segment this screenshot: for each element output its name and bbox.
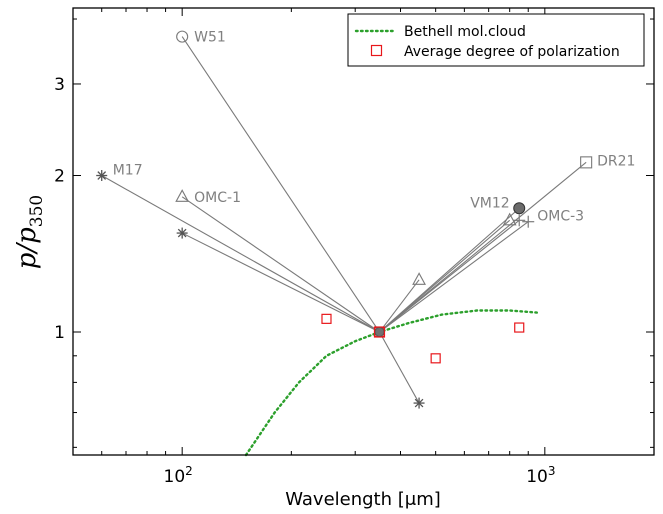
filled-circle-marker <box>513 202 526 215</box>
connection-line-omc-1 <box>379 279 420 333</box>
x-tick-label: 103 <box>526 464 555 487</box>
connection-line-omc-3 <box>379 219 520 333</box>
omc-1-marker-1 <box>412 272 426 285</box>
legend-average-swatch <box>370 44 383 57</box>
bethell-curve-layer <box>244 309 538 457</box>
connection-line-m17 <box>181 232 380 333</box>
m17-marker-0 <box>96 170 108 182</box>
average-polarization-marker <box>321 313 332 324</box>
legend: Bethell mol.cloud Average degree of pola… <box>347 13 645 67</box>
connection-line-omc-1 <box>181 196 380 333</box>
star-marker-arm <box>177 228 187 238</box>
reference-point-marker <box>374 327 385 338</box>
y-tick-label: 1 <box>54 323 65 343</box>
omc-1-marker-0 <box>175 189 190 202</box>
unnamed-marker-0 <box>522 215 535 228</box>
connection-line-w51 <box>181 36 380 333</box>
vm12-marker-0 <box>513 202 526 215</box>
connection-line-unnamed <box>379 221 529 333</box>
x-tick-label-exponent: 2 <box>185 464 193 478</box>
source-label-w51: W51 <box>194 30 226 46</box>
m17-marker-1 <box>176 227 188 239</box>
omc-3-marker-0 <box>513 214 526 227</box>
source-marker-layer <box>96 30 593 409</box>
average-polarization-marker <box>430 353 441 364</box>
m17-marker-2 <box>413 397 425 409</box>
source-label-omc-1: OMC-1 <box>194 190 241 206</box>
y-tick-label: 3 <box>54 75 65 95</box>
source-label-omc-3: OMC-3 <box>537 208 584 224</box>
source-label-dr21: DR21 <box>597 153 635 169</box>
x-axis-label: Wavelength [μm] <box>285 489 441 510</box>
bethell-curve <box>244 309 538 457</box>
connection-line-dr21 <box>379 161 587 333</box>
legend-average-label: Average degree of polarization <box>404 44 620 60</box>
star-marker-arm <box>414 398 424 408</box>
axis-ticks: 102 103 1 2 3 <box>54 8 655 487</box>
y-axis-label-subscript: 350 <box>27 195 47 227</box>
square-marker <box>580 156 593 169</box>
average-polarization-layer <box>321 313 525 364</box>
average-polarization-marker <box>514 322 525 333</box>
circle-marker <box>176 30 189 43</box>
triangle-marker <box>412 272 426 285</box>
y-axis-label-main: p/p <box>12 227 42 269</box>
y-axis-label: p/p350 <box>12 195 47 270</box>
source-label-vm12: VM12 <box>470 195 509 211</box>
plot-frame <box>72 7 655 456</box>
x-tick-label: 102 <box>164 464 193 487</box>
omc-1-marker-2 <box>502 212 517 226</box>
source-label-m17: M17 <box>113 163 143 179</box>
triangle-marker <box>502 212 517 226</box>
legend-box <box>347 13 645 67</box>
triangle-marker <box>175 189 190 202</box>
connection-line-m17 <box>101 175 380 333</box>
dr21-marker-0 <box>580 156 593 169</box>
w51-marker-0 <box>176 30 189 43</box>
legend-bethell-label: Bethell mol.cloud <box>404 24 526 40</box>
reference-point-square <box>373 326 386 338</box>
connection-line-m17 <box>379 331 420 404</box>
connection-lines-layer <box>101 36 587 404</box>
source-label-layer: W51 M17 OMC-1 DR21 VM12 OMC-3 <box>113 30 636 225</box>
y-tick-label: 2 <box>54 167 65 187</box>
connection-line-vm12 <box>379 207 520 333</box>
star-marker-arm <box>97 171 107 180</box>
x-tick-label-exponent: 3 <box>548 464 556 478</box>
